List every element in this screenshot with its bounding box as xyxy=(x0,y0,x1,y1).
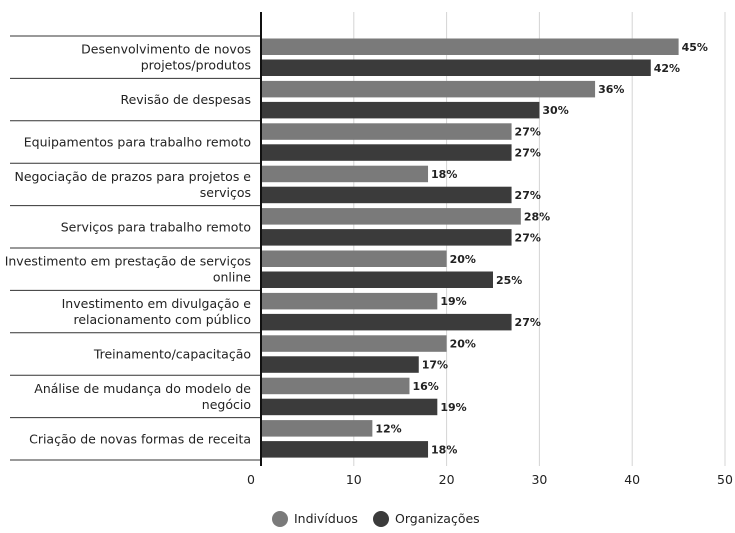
bar-organizacoes xyxy=(261,398,438,416)
legend-label: Indivíduos xyxy=(294,511,358,526)
x-tick-label: 50 xyxy=(717,472,733,487)
x-tick-label: 30 xyxy=(531,472,547,487)
value-label: 20% xyxy=(450,338,476,351)
bar-individuos xyxy=(261,38,679,55)
bar-individuos xyxy=(261,420,373,437)
category-separators xyxy=(10,35,261,461)
value-label: 30% xyxy=(542,104,568,117)
value-label: 36% xyxy=(598,83,624,96)
value-label: 19% xyxy=(440,295,466,308)
value-label: 45% xyxy=(682,41,708,54)
category-label: Revisão de despesas xyxy=(120,92,251,107)
bar-organizacoes xyxy=(261,59,651,76)
category-label: Desenvolvimento de novos projetos/produto… xyxy=(81,42,251,73)
bar-organizacoes xyxy=(261,144,512,161)
category-label: Serviços para trabalho remoto xyxy=(61,219,251,234)
category-labels: Desenvolvimento de novos projetos/produto… xyxy=(5,42,252,447)
bar-organizacoes xyxy=(261,441,429,458)
category-label: Equipamentos para trabalho remoto xyxy=(24,135,251,150)
value-label: 27% xyxy=(515,316,541,329)
x-axis-ticks: 0 10 20 30 40 50 xyxy=(247,472,733,487)
value-label: 19% xyxy=(440,401,466,414)
value-label: 18% xyxy=(431,168,457,181)
x-tick-label: 10 xyxy=(346,472,362,487)
value-label: 25% xyxy=(496,274,522,287)
x-tick-label: 40 xyxy=(624,472,640,487)
bar-individuos xyxy=(261,80,596,98)
value-label: 28% xyxy=(524,210,550,223)
value-label: 27% xyxy=(515,126,541,139)
bar-individuos xyxy=(261,292,438,310)
x-tick-label: 0 xyxy=(247,472,255,487)
category-label: Análise de mudança do modelo de negócio xyxy=(34,381,251,412)
value-label: 16% xyxy=(412,380,438,393)
value-label: 17% xyxy=(422,359,448,372)
legend-marker xyxy=(272,511,288,527)
x-tick-label: 20 xyxy=(439,472,455,487)
value-label: 27% xyxy=(515,147,541,160)
value-label: 42% xyxy=(654,62,680,75)
value-label: 12% xyxy=(375,422,401,435)
value-label: 18% xyxy=(431,443,457,456)
bar-organizacoes xyxy=(261,313,512,331)
bar-individuos xyxy=(261,250,447,267)
legend-marker xyxy=(373,511,389,527)
category-label: Investimento em divulgação e relacionamen… xyxy=(62,296,252,327)
bar-organizacoes xyxy=(261,229,512,246)
category-label: Criação de novas formas de receita xyxy=(29,431,251,446)
legend: Indivíduos Organizações xyxy=(272,511,480,527)
legend-label: Organizações xyxy=(395,511,480,526)
bar-organizacoes xyxy=(261,101,540,119)
value-label: 27% xyxy=(515,231,541,244)
bar-individuos xyxy=(261,377,410,395)
value-label: 20% xyxy=(450,253,476,266)
bar-organizacoes xyxy=(261,356,419,373)
bar-individuos xyxy=(261,208,521,225)
category-label: Negociação de prazos para projetos e serv… xyxy=(14,169,251,200)
bar-organizacoes xyxy=(261,271,493,288)
value-labels: 45%42%36%30%27%27%18%27%28%27%20%25%19%2… xyxy=(375,41,708,457)
bars xyxy=(261,38,679,458)
bar-individuos xyxy=(261,123,512,140)
bar-individuos xyxy=(261,165,429,183)
category-label: Treinamento/capacitação xyxy=(93,347,251,362)
category-label: Investimento em prestação de serviços onl… xyxy=(5,254,252,285)
value-label: 27% xyxy=(515,189,541,202)
bar-organizacoes xyxy=(261,186,512,204)
bar-individuos xyxy=(261,335,447,352)
